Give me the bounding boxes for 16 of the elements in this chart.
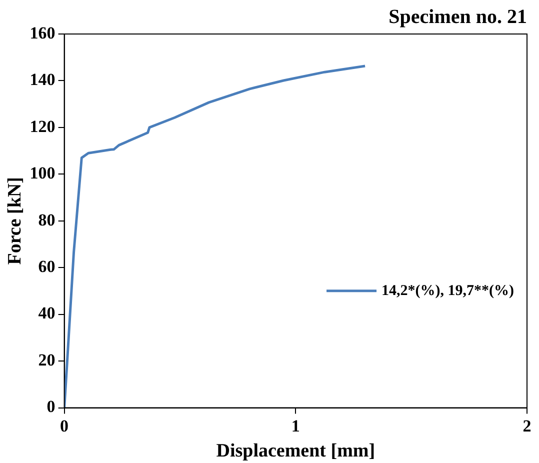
y-tick-label: 140 <box>30 70 56 90</box>
y-tick-label: 80 <box>38 210 56 230</box>
legend-label: 14,2*(%), 19,7**(%) <box>382 282 514 299</box>
y-axis-title: Force [kN] <box>4 177 26 265</box>
y-tick-label: 60 <box>38 257 56 276</box>
y-tick-label: 20 <box>38 350 56 370</box>
x-axis-title: Displacement [mm] <box>216 440 376 462</box>
y-tick-label: 0 <box>46 397 56 416</box>
y-tick-label: 120 <box>30 116 56 136</box>
x-tick-label: 0 <box>60 416 69 436</box>
chart-title: Specimen no. 21 <box>388 6 527 28</box>
y-tick-label: 40 <box>38 304 56 323</box>
y-tick-label: 160 <box>30 23 56 42</box>
y-tick-label: 100 <box>30 164 56 183</box>
x-tick-label: 2 <box>522 416 532 436</box>
x-tick-label: 1 <box>291 416 300 436</box>
